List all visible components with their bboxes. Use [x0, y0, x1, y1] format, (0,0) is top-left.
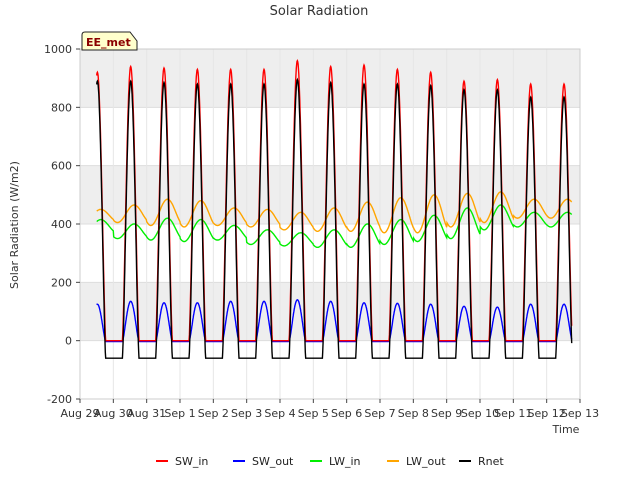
x-tick-label: Sep 2 — [198, 407, 229, 420]
y-tick-label: -200 — [47, 393, 72, 406]
x-tick-label: Aug 30 — [94, 407, 133, 420]
y-tick-label: 200 — [51, 276, 72, 289]
site-label-box: EE_met — [81, 31, 138, 51]
x-tick-label: Aug 31 — [127, 407, 166, 420]
shade-band — [80, 165, 580, 224]
y-axis-label: Solar Radiation (W/m2) — [8, 161, 21, 289]
x-tick-label: Aug 29 — [61, 407, 100, 420]
x-tick-label: Sep 5 — [298, 407, 329, 420]
series-line-sw-out — [96, 298, 573, 343]
legend-label-sw-out: SW_out — [252, 455, 294, 468]
shade-band — [80, 282, 580, 341]
x-axis-label: Time — [552, 423, 580, 436]
series-line-rnet — [96, 77, 573, 359]
x-tick-label: Sep 1 — [164, 407, 195, 420]
legend: SW_in SW_out LW_in LW_out Rnet — [156, 455, 504, 468]
x-tick-label: Sep 6 — [331, 407, 362, 420]
legend-label-rnet: Rnet — [478, 455, 504, 468]
y-tick-label: 400 — [51, 218, 72, 231]
x-tick-label: Sep 9 — [431, 407, 462, 420]
legend-label-sw-in: SW_in — [175, 455, 208, 468]
x-tick-label: Sep 8 — [398, 407, 429, 420]
legend-label-lw-in: LW_in — [329, 455, 361, 468]
site-label: EE_met — [86, 36, 131, 49]
y-tick-label: 1000 — [44, 43, 72, 56]
x-tick-label: Sep 4 — [264, 407, 295, 420]
y-tick-label: 600 — [51, 160, 72, 173]
x-tick-label: Sep 10 — [461, 407, 499, 420]
y-tick-label: 0 — [65, 335, 72, 348]
x-tick-label: Sep 12 — [528, 407, 566, 420]
x-tick-label: Sep 11 — [494, 407, 532, 420]
chart-title: Solar Radiation — [270, 4, 369, 19]
series-lines — [96, 58, 573, 359]
x-tick-label: Sep 3 — [231, 407, 262, 420]
x-tick-label: Sep 7 — [364, 407, 395, 420]
y-tick-label: 800 — [51, 101, 72, 114]
x-tick-label: Sep 13 — [561, 407, 599, 420]
legend-label-lw-out: LW_out — [406, 455, 446, 468]
